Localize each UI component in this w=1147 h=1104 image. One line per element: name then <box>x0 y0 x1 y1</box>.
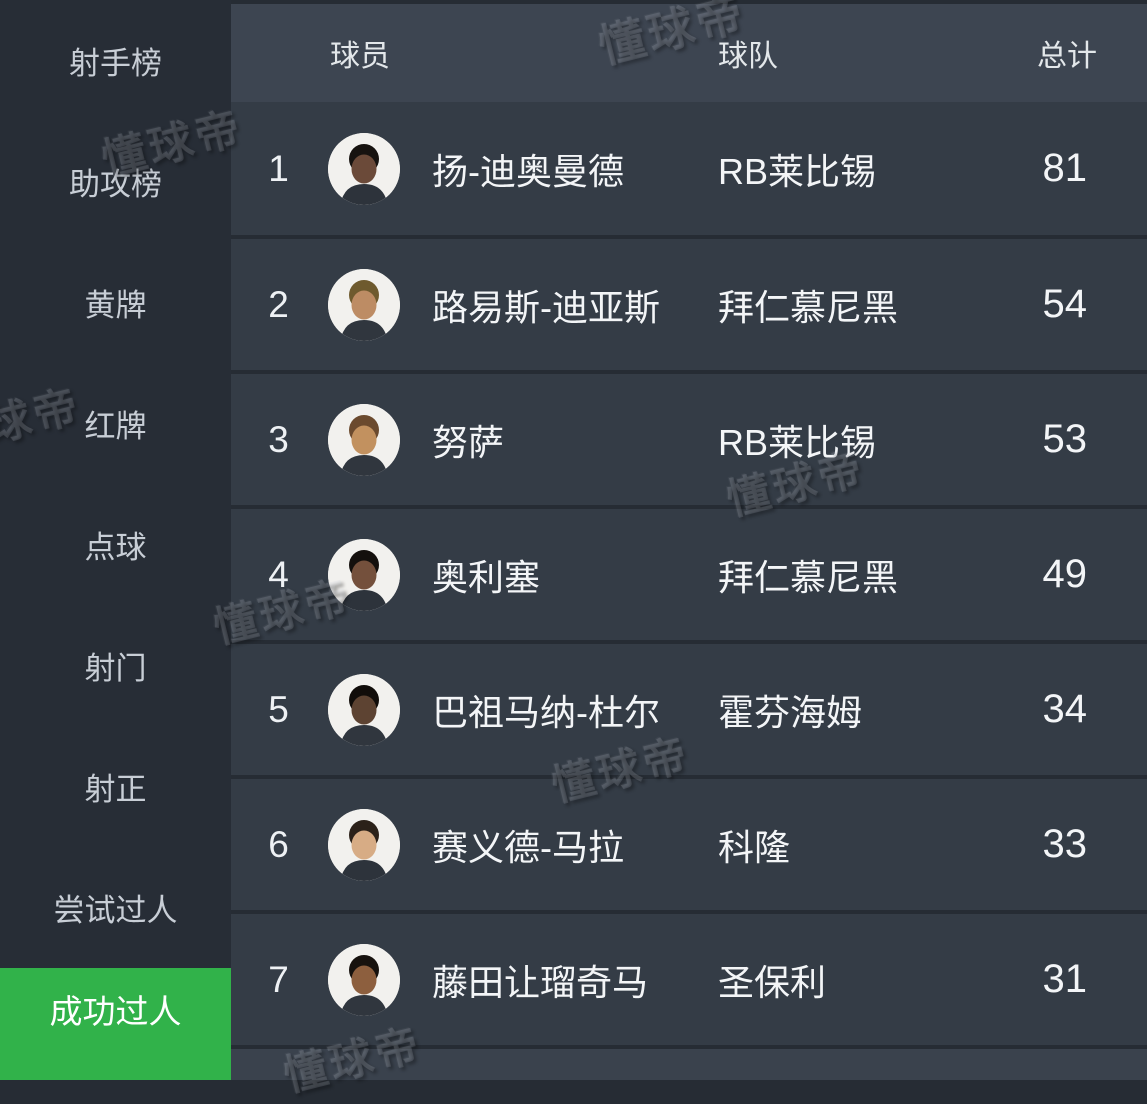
sidebar-item-label: 红牌 <box>84 409 147 444</box>
sidebar-item-label: 尝试过人 <box>53 893 178 928</box>
player-avatar-image <box>328 268 400 341</box>
player-name: 藤田让瑠奇马 <box>432 961 649 1003</box>
team-name: 拜仁慕尼黑 <box>718 286 899 328</box>
sidebar-item-top-scorers[interactable]: 射手榜 <box>0 0 231 121</box>
table-row[interactable]: 4 奥利塞 拜仁慕尼黑 49 <box>231 505 1147 640</box>
table-row[interactable]: 1 扬-迪奥曼德 RB莱比锡 81 <box>231 102 1147 235</box>
rank-cell: 6 <box>268 823 289 865</box>
player-name: 路易斯-迪亚斯 <box>432 286 660 328</box>
rank-cell: 2 <box>268 283 289 325</box>
sidebar-item-shots[interactable]: 射门 <box>0 605 231 726</box>
rank-cell: 4 <box>268 553 289 595</box>
stats-leaderboard-app: 射手榜 助攻榜 黄牌 红牌 点球 射门 射正 尝试过人 成功过人 球员 球队 总… <box>0 0 1147 1080</box>
total-value: 49 <box>1042 552 1088 596</box>
sidebar-item-label: 射正 <box>84 772 147 807</box>
player-avatar-image <box>328 808 400 881</box>
column-header-team: 球队 <box>718 40 778 73</box>
avatar-torso <box>340 859 388 881</box>
sidebar: 射手榜 助攻榜 黄牌 红牌 点球 射门 射正 尝试过人 成功过人 <box>0 0 231 1080</box>
player-name: 巴祖马纳-杜尔 <box>432 691 660 733</box>
table-row-partial[interactable] <box>231 1045 1147 1080</box>
avatar-torso <box>340 994 388 1016</box>
rank-cell: 5 <box>268 688 289 730</box>
player-name: 努萨 <box>432 421 505 463</box>
player-avatar <box>328 132 400 205</box>
player-avatar-image <box>328 673 400 746</box>
team-name: 圣保利 <box>718 961 827 1003</box>
sidebar-item-assists[interactable]: 助攻榜 <box>0 121 231 242</box>
player-avatar <box>328 268 400 341</box>
table-row[interactable]: 2 路易斯-迪亚斯 拜仁慕尼黑 54 <box>231 235 1147 370</box>
sidebar-item-label: 射手榜 <box>69 46 162 81</box>
team-name: RB莱比锡 <box>718 421 877 463</box>
sidebar-item-dribble-attempts[interactable]: 尝试过人 <box>0 847 231 968</box>
rank-cell: 1 <box>268 147 289 189</box>
team-name: RB莱比锡 <box>718 150 877 192</box>
player-avatar <box>328 403 400 476</box>
sidebar-item-label: 射门 <box>84 651 147 686</box>
sidebar-item-label: 黄牌 <box>84 288 147 323</box>
player-avatar-image <box>328 403 400 476</box>
player-name: 赛义德-马拉 <box>432 826 624 868</box>
avatar-head <box>351 830 377 859</box>
avatar-torso <box>340 319 388 341</box>
leaderboard-panel: 球员 球队 总计 1 扬-迪奥曼德 RB莱比锡 81 2 <box>231 0 1147 1080</box>
avatar-head <box>351 154 377 183</box>
total-value: 31 <box>1042 957 1088 1001</box>
player-avatar <box>328 808 400 881</box>
table-row[interactable]: 6 赛义德-马拉 科隆 33 <box>231 775 1147 910</box>
table-header-row: 球员 球队 总计 <box>231 4 1147 102</box>
avatar-torso <box>340 724 388 746</box>
total-value: 54 <box>1042 282 1088 326</box>
player-avatar <box>328 943 400 1016</box>
rank-cell: 3 <box>268 418 289 460</box>
total-value: 81 <box>1042 146 1088 190</box>
player-name: 扬-迪奥曼德 <box>432 150 624 192</box>
avatar-head <box>351 290 377 319</box>
avatar-torso <box>340 183 388 205</box>
sidebar-item-yellow-cards[interactable]: 黄牌 <box>0 242 231 363</box>
total-value: 34 <box>1042 687 1088 731</box>
sidebar-item-label: 点球 <box>84 530 147 565</box>
avatar-head <box>351 560 377 589</box>
table-row[interactable]: 7 藤田让瑠奇马 圣保利 31 <box>231 910 1147 1045</box>
table-row[interactable]: 3 努萨 RB莱比锡 53 <box>231 370 1147 505</box>
total-value: 53 <box>1042 417 1088 461</box>
sidebar-item-label: 成功过人 <box>49 993 182 1030</box>
avatar-head <box>351 695 377 724</box>
column-header-player: 球员 <box>330 40 390 73</box>
avatar-torso <box>340 589 388 611</box>
player-avatar-image <box>328 538 400 611</box>
avatar-head <box>351 965 377 994</box>
avatar-torso <box>340 454 388 476</box>
player-name: 奥利塞 <box>432 556 541 598</box>
table-body: 1 扬-迪奥曼德 RB莱比锡 81 2 <box>231 102 1147 1080</box>
team-name: 霍芬海姆 <box>718 691 863 733</box>
rank-cell: 7 <box>268 958 289 1000</box>
sidebar-item-penalties[interactable]: 点球 <box>0 484 231 605</box>
total-value: 33 <box>1042 822 1088 866</box>
player-avatar <box>328 538 400 611</box>
sidebar-item-successful-dribbles[interactable]: 成功过人 <box>0 968 231 1080</box>
sidebar-item-shots-on-target[interactable]: 射正 <box>0 726 231 847</box>
team-name: 拜仁慕尼黑 <box>718 556 899 598</box>
sidebar-item-label: 助攻榜 <box>69 167 162 202</box>
avatar-head <box>351 425 377 454</box>
player-avatar <box>328 673 400 746</box>
sidebar-item-red-cards[interactable]: 红牌 <box>0 363 231 484</box>
column-header-total: 总计 <box>1037 40 1097 73</box>
table-row[interactable]: 5 巴祖马纳-杜尔 霍芬海姆 34 <box>231 640 1147 775</box>
team-name: 科隆 <box>718 826 791 868</box>
player-avatar-image <box>328 943 400 1016</box>
player-avatar-image <box>328 132 400 205</box>
